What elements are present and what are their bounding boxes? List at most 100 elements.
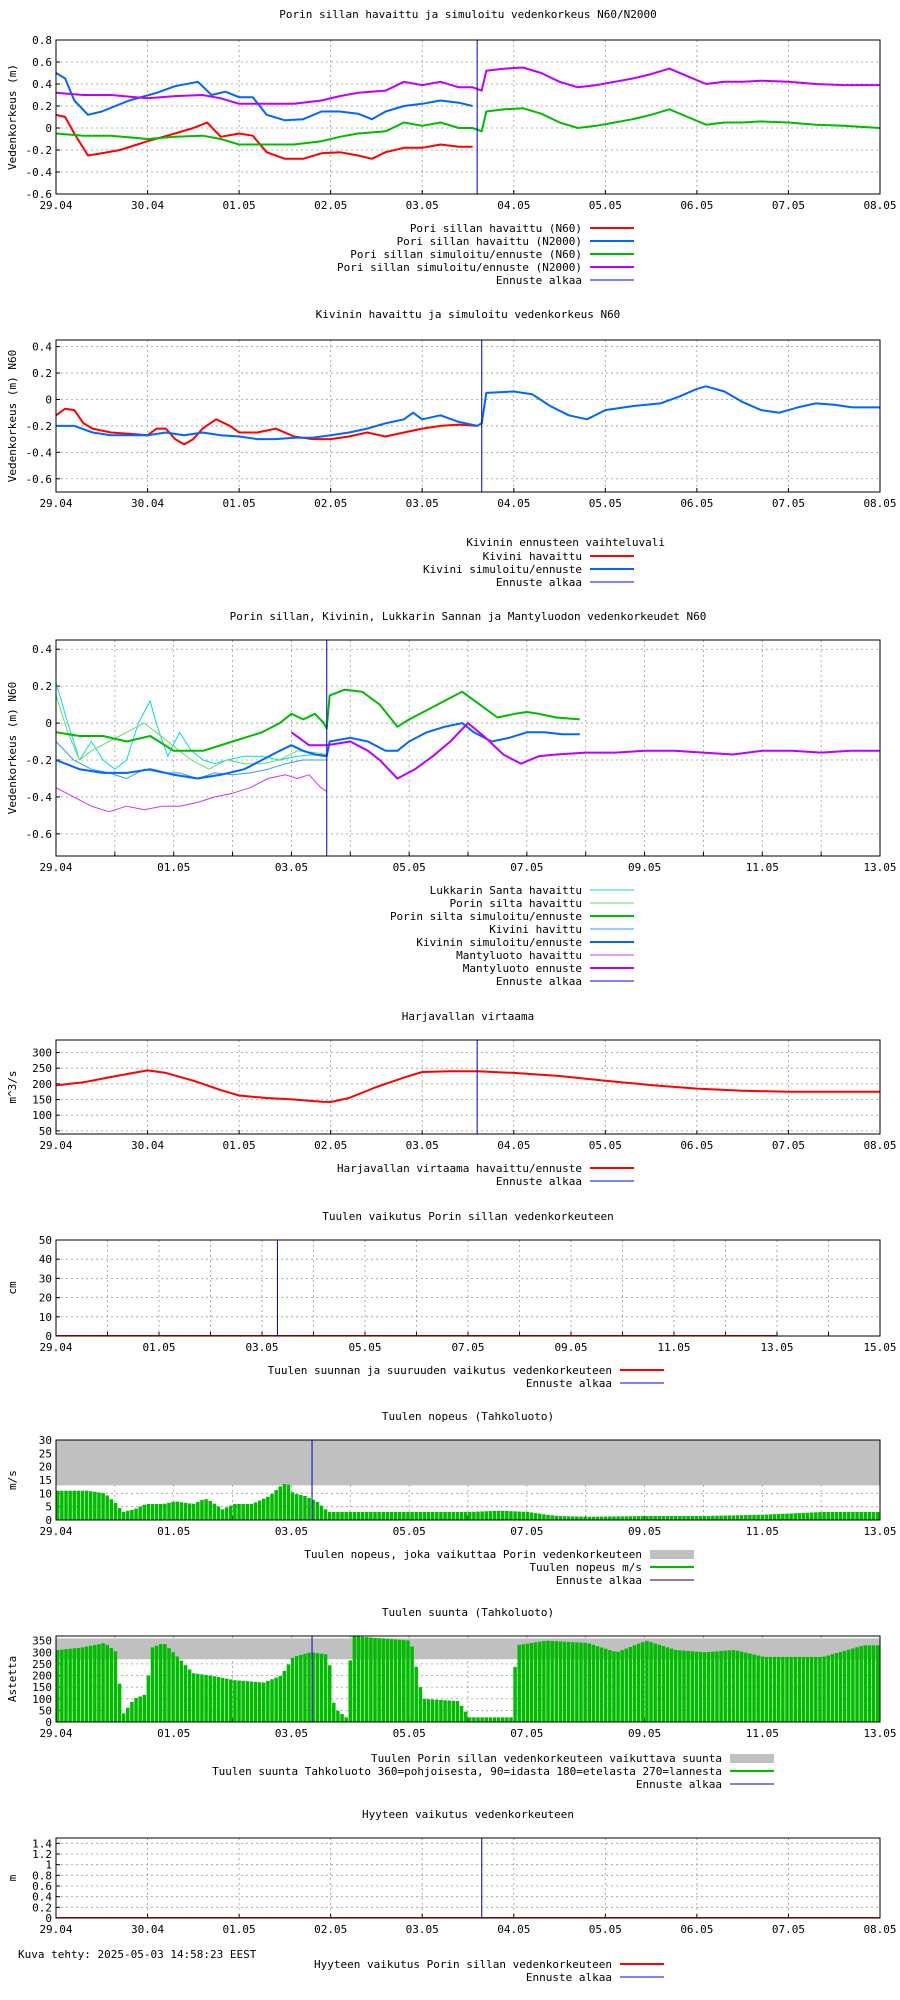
bar [513, 1666, 517, 1722]
bar [117, 1683, 122, 1722]
y-axis-label: Vedenkorkeus (m) [6, 64, 19, 170]
y-tick-label: 10 [39, 1311, 52, 1324]
bar [575, 1516, 579, 1520]
bar [484, 1717, 488, 1722]
bar [867, 1645, 872, 1722]
bar [616, 1516, 620, 1520]
legend-label: Mantyluoto havaittu [456, 949, 582, 962]
bar [702, 1516, 707, 1520]
x-tick-label: 06.05 [680, 1139, 713, 1152]
y-tick-label: 0.6 [32, 1880, 52, 1893]
x-tick-label: 01.05 [223, 199, 256, 212]
bar [443, 1700, 447, 1722]
bar [397, 1639, 402, 1722]
bar [183, 1665, 188, 1722]
x-tick-label: 06.05 [680, 497, 713, 510]
x-tick-label: 29.04 [39, 1923, 72, 1936]
y-axis-label: cm [6, 1281, 19, 1295]
bar [690, 1651, 694, 1722]
bar [175, 1656, 179, 1722]
bar [608, 1650, 612, 1722]
bar [748, 1653, 752, 1722]
y-tick-label: 15 [39, 1474, 52, 1487]
bar [554, 1515, 559, 1520]
bar [430, 1512, 435, 1520]
bar [463, 1711, 468, 1722]
bar [171, 1652, 175, 1722]
bar [303, 1653, 307, 1722]
bar [855, 1512, 859, 1520]
bar [830, 1512, 835, 1520]
bar [179, 1502, 184, 1520]
bar [686, 1516, 690, 1520]
bar [435, 1512, 439, 1520]
bar [484, 1511, 488, 1520]
bar [686, 1650, 690, 1722]
bar [735, 1650, 740, 1722]
bar [344, 1512, 348, 1520]
bar [344, 1717, 348, 1722]
bar [360, 1512, 365, 1520]
plot-area [56, 682, 880, 813]
bar [109, 1648, 114, 1722]
x-tick-label: 09.05 [628, 1525, 661, 1538]
bar [402, 1640, 406, 1722]
y-tick-label: 1.4 [32, 1837, 52, 1850]
bar [159, 1644, 163, 1722]
bar [505, 1511, 509, 1520]
bar [422, 1512, 427, 1520]
bar [789, 1656, 793, 1722]
series-line-porin-silta-simuloitu-ennuste [56, 688, 580, 752]
bar [323, 1509, 328, 1520]
bar [694, 1651, 699, 1722]
y-tick-label: 350 [32, 1635, 52, 1648]
bar [793, 1513, 797, 1520]
bar [847, 1512, 851, 1520]
bar [863, 1512, 868, 1520]
bar [369, 1637, 373, 1722]
bar [212, 1503, 217, 1520]
bar [208, 1675, 212, 1722]
band-tuulen-nopeus-joka-vaikuttaa-p [56, 1440, 880, 1486]
x-tick-label: 02.05 [314, 1139, 347, 1152]
bar [323, 1654, 328, 1722]
x-tick-label: 03.05 [245, 1341, 278, 1354]
bar [711, 1651, 715, 1722]
chart-title: Tuulen vaikutus Porin sillan vedenkorkeu… [322, 1210, 613, 1223]
bar [105, 1644, 109, 1722]
bar [509, 1717, 513, 1722]
bar [678, 1650, 682, 1722]
legend-label: Porin silta simuloitu/ennuste [390, 910, 582, 923]
plot-frame [55, 39, 881, 195]
bar [636, 1516, 641, 1520]
bar [311, 1652, 315, 1722]
legend-swatch [730, 1754, 774, 1763]
x-tick-label: 01.05 [142, 1341, 175, 1354]
bar [801, 1656, 806, 1722]
x-tick-label: 07.05 [772, 497, 805, 510]
bar [636, 1643, 641, 1722]
x-tick-label: 01.05 [157, 1727, 190, 1740]
series-line-pori-sillan-simuloitu-ennuste-n60- [56, 107, 880, 146]
bar [529, 1512, 534, 1520]
bar [768, 1656, 773, 1722]
bar [628, 1646, 633, 1722]
y-tick-label: 30 [39, 1272, 52, 1285]
bar [599, 1516, 604, 1520]
bar [674, 1516, 678, 1520]
bar [587, 1643, 591, 1722]
legend-label: Pori sillan simuloitu/ennuste (N60) [350, 248, 582, 261]
bar [550, 1640, 554, 1722]
y-tick-label: 40 [39, 1253, 52, 1266]
bar [690, 1516, 694, 1520]
bar [418, 1512, 423, 1520]
bar [818, 1656, 822, 1722]
bar [76, 1490, 81, 1520]
x-tick-label: 30.04 [131, 1139, 164, 1152]
bar [68, 1490, 72, 1520]
bar [373, 1512, 377, 1520]
bar [744, 1515, 748, 1520]
bar [715, 1515, 719, 1520]
y-tick-label: 0 [45, 1912, 52, 1925]
y-tick-label: 50 [39, 1704, 52, 1717]
